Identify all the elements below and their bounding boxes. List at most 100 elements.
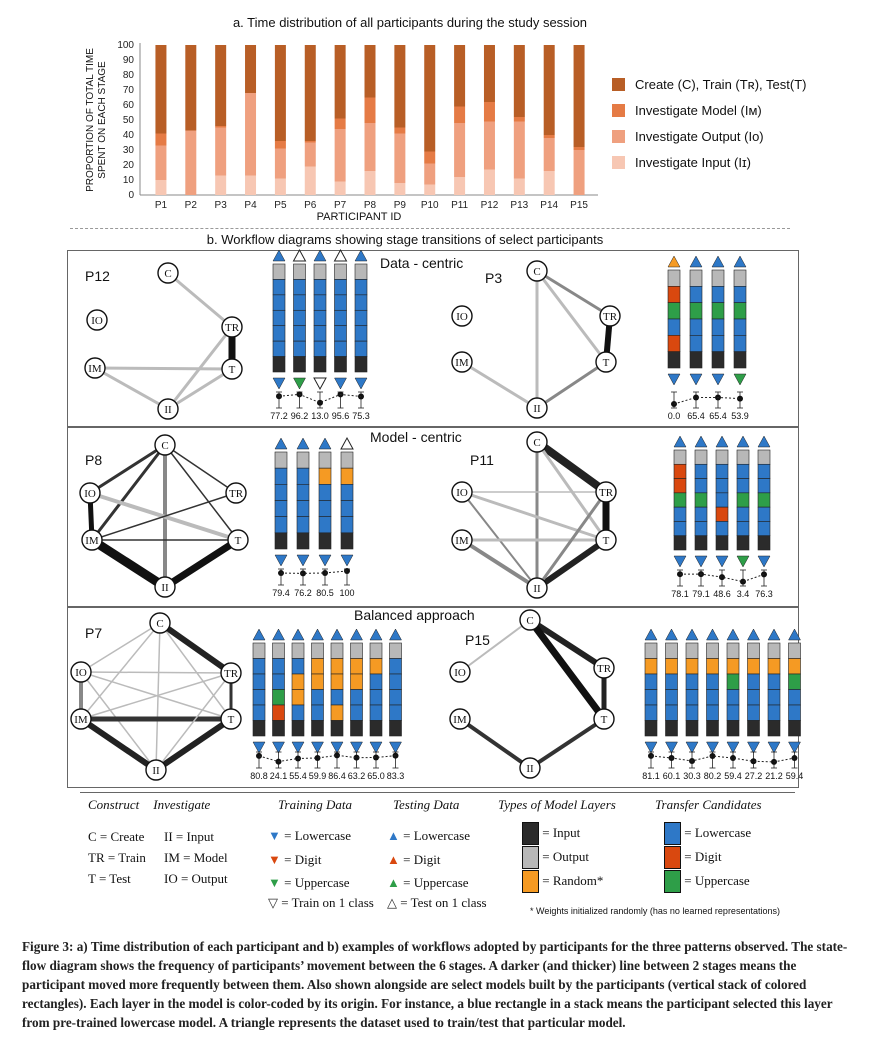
random-layer-swatch [522,869,539,893]
train-data-icon [293,377,306,390]
stage-node [519,757,541,779]
model-layer [685,704,699,721]
accuracy-label: 100 [339,588,354,598]
model-layer [665,704,678,721]
model-layer [340,516,354,534]
accuracy-point [334,752,340,759]
test-data-icon [767,628,781,641]
model-layer [747,673,760,690]
model-layer [788,689,801,706]
bar-segment [364,123,376,171]
model-layer [767,673,781,690]
model-layer [272,340,286,357]
model-layer [689,286,703,303]
model-layer [747,704,760,721]
model-layer [313,263,327,280]
model-layer [667,269,681,287]
accuracy-label: 95.6 [332,411,350,421]
accuracy-line [650,755,795,763]
transition-edge [80,622,161,720]
transition-edge [155,672,232,771]
model-layer [694,506,708,522]
model-layer [706,673,719,690]
accuracy-point [353,754,360,761]
model-layer [291,673,305,690]
model-layer [736,478,750,494]
transition-edge [460,538,539,590]
model-layer [673,506,687,522]
random-layer-label: = Random* [542,873,604,888]
bar-segment [185,130,197,195]
stage-node-label: II [533,403,541,415]
stage-node-label: II [152,765,160,777]
model-layer [272,325,286,342]
model-layer [330,704,344,721]
bar-segment [364,171,376,195]
model-layer [311,720,324,737]
test-data-icon [350,628,363,641]
model-layer [757,506,771,522]
stage-node-label: C [164,268,171,280]
accuracy-label: 80.2 [704,771,722,781]
train-data-icon [274,554,288,567]
model-layer [334,356,347,373]
bar-segment [334,45,346,119]
y-tick-label: 70 [123,85,135,96]
legend-item-model: Investigate Model (Iᴍ) [612,103,762,118]
model-layer [715,492,729,508]
model-layer [767,689,781,706]
model-layer [767,642,781,659]
bar-segment [274,45,286,141]
y-tick-label: 40 [123,130,135,141]
model-layer [673,535,687,551]
train-data-icon [667,373,681,386]
model-layer [252,658,266,675]
model-layer [665,658,678,675]
bar-segment [543,135,555,138]
train-data-icon [291,741,305,754]
stage-node-label: C [533,437,540,449]
x-tick-label: P1 [155,200,168,211]
test-data-icon [726,628,740,641]
bar-segment [274,178,286,195]
test-data-icon [685,628,699,641]
train-data-icon [313,377,327,391]
stage-node [81,529,103,551]
model-layer [757,535,771,551]
model-layer [311,704,324,721]
model-layer [369,720,383,737]
model-layer [644,720,658,737]
accuracy-point [693,394,699,401]
lowercase-transfer-label: = Lowercase [684,825,752,840]
transition-edge [80,622,161,673]
x-tick-label: P10 [421,200,439,211]
transition-edge [534,537,609,591]
transition-edge [527,617,607,671]
model-layer [711,286,725,303]
legend-stage-defs: Construct Investigate [88,797,210,813]
bar-segment [513,45,525,117]
model-layer [272,279,286,296]
model-layer [354,309,368,327]
legend-item-create: Create (C), Train (Tʀ), Test(T) [612,77,806,92]
bar-segment [215,126,227,128]
model-layer [369,673,383,690]
model-layer [736,463,750,479]
legend-item-input: Investigate Input (Iɪ) [612,155,751,170]
bar-segment [304,166,316,195]
bar-segment [424,163,436,185]
model-layer [272,689,285,706]
stage-node [84,357,106,379]
legend-construct: C = Create TR = Train T = Test [88,826,146,889]
model-layer [736,535,750,551]
stage-node [593,708,615,730]
legend-layers: = Input = Output = Random* [522,821,603,893]
bar-segment [215,45,227,126]
transition-edge [535,440,608,542]
model-layer [313,294,327,311]
section-b-title: b. Workflow diagrams showing stage trans… [206,232,604,247]
model-layer [757,463,771,479]
stage-node-label: T [601,714,608,726]
train-data-icon [685,741,699,754]
transition-edge [458,717,532,770]
